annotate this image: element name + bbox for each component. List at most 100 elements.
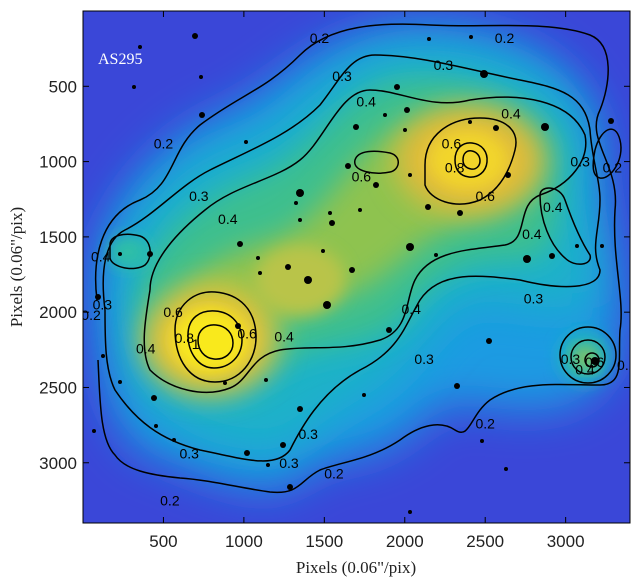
point-source <box>468 120 472 124</box>
point-source <box>244 140 248 144</box>
point-source <box>383 113 387 117</box>
contour-label: 0.2 <box>310 30 330 46</box>
point-source <box>504 467 508 471</box>
point-source <box>408 510 412 514</box>
contour-lines <box>94 23 622 494</box>
point-source <box>427 37 431 41</box>
point-source <box>266 463 270 467</box>
x-axis-title: Pixels (0.06"/pix) <box>296 558 416 577</box>
point-source <box>118 252 122 256</box>
contour-label: 0.3 <box>93 297 113 313</box>
point-source <box>297 406 303 412</box>
x-tick-label: 2500 <box>466 532 504 551</box>
contour-label: 0.8 <box>445 160 465 176</box>
point-source <box>505 172 511 178</box>
point-source <box>264 378 268 382</box>
y-tick-label: 1000 <box>39 153 77 172</box>
point-source <box>223 381 227 385</box>
contour-0-6-mid <box>354 150 399 174</box>
point-source <box>575 244 579 248</box>
point-source <box>321 249 325 253</box>
contour-label: 0.6 <box>163 304 183 320</box>
point-source <box>541 123 549 131</box>
contour-0-6-east <box>424 117 517 205</box>
point-source <box>132 85 136 89</box>
contour-0-3-east-right <box>592 128 622 179</box>
contour-label: 0.4 <box>91 248 111 264</box>
x-tick-label: 3000 <box>547 532 585 551</box>
point-source <box>406 243 414 251</box>
contour-label: 0.2 <box>617 357 637 373</box>
point-source <box>457 210 463 216</box>
point-source <box>298 218 302 222</box>
contour-label: 0.4 <box>543 199 563 215</box>
point-source <box>329 220 335 226</box>
point-source <box>425 204 431 210</box>
contour-label: 0.8 <box>175 330 195 346</box>
contour-0-6-east-core <box>584 352 600 368</box>
point-source <box>296 189 304 197</box>
contour-label: 0.2 <box>495 30 515 46</box>
point-source <box>349 267 355 273</box>
point-source <box>118 380 122 384</box>
point-source <box>287 484 293 490</box>
y-tick-label: 1500 <box>39 228 77 247</box>
point-source <box>523 255 531 263</box>
contour-label: 0.3 <box>332 68 352 84</box>
contour-label: 0.2 <box>603 160 623 176</box>
point-source <box>403 128 407 132</box>
contour-0-3-east-core <box>559 326 617 384</box>
contour-label: 0.3 <box>279 455 299 471</box>
point-source <box>600 244 604 248</box>
contour-label: 0.2 <box>154 136 174 152</box>
point-source <box>591 357 599 365</box>
contour-0-4-eastlobe <box>539 187 591 265</box>
contour-label: 0.4 <box>356 93 376 109</box>
contour-label: 1 <box>192 336 200 352</box>
contour-0-4-outer <box>143 89 587 394</box>
y-axis-title: Pixels (0.06"/pix) <box>7 207 26 327</box>
contour-label: 0.3 <box>434 57 454 73</box>
point-source <box>304 276 312 284</box>
y-tick-label: 2500 <box>39 378 77 397</box>
x-tick-label: 500 <box>149 532 177 551</box>
contour-label: 0.2 <box>324 465 344 481</box>
point-source <box>285 264 291 270</box>
point-source <box>408 173 412 177</box>
point-source <box>192 33 198 39</box>
contour-label: 0.6 <box>585 354 605 370</box>
point-source <box>95 294 101 300</box>
x-axis: 500 1000 1500 2000 2500 3000 <box>149 11 585 551</box>
contour-label: 0.6 <box>237 325 257 341</box>
point-source <box>235 323 241 329</box>
contour-label: 0.6 <box>352 169 372 185</box>
y-tick-label: 2000 <box>39 303 77 322</box>
point-source <box>386 327 392 333</box>
contour-label: 0.3 <box>561 351 581 367</box>
x-tick-label: 1500 <box>305 532 343 551</box>
point-source <box>373 182 379 188</box>
point-source <box>480 70 488 78</box>
contour-label: 0.3 <box>299 426 319 442</box>
point-source <box>345 163 351 169</box>
y-axis: 500 1000 1500 2000 2500 3000 <box>39 77 630 473</box>
contour-label: 0.4 <box>401 301 421 317</box>
point-source <box>454 383 460 389</box>
point-source <box>394 84 400 90</box>
point-source <box>154 424 158 428</box>
contour-1-east <box>462 150 481 170</box>
point-source <box>199 75 203 79</box>
point-source <box>486 338 492 344</box>
contour-0-3-outer <box>102 54 601 462</box>
point-source <box>480 439 484 443</box>
contour-label: 0.4 <box>274 328 294 344</box>
contour-0-6-west <box>174 291 257 383</box>
point-source <box>608 118 614 124</box>
point-source <box>353 124 359 130</box>
point-source <box>404 107 410 113</box>
point-source <box>172 438 176 442</box>
point-source <box>92 429 96 433</box>
contour-label: 0.3 <box>414 351 434 367</box>
point-source <box>199 112 205 118</box>
